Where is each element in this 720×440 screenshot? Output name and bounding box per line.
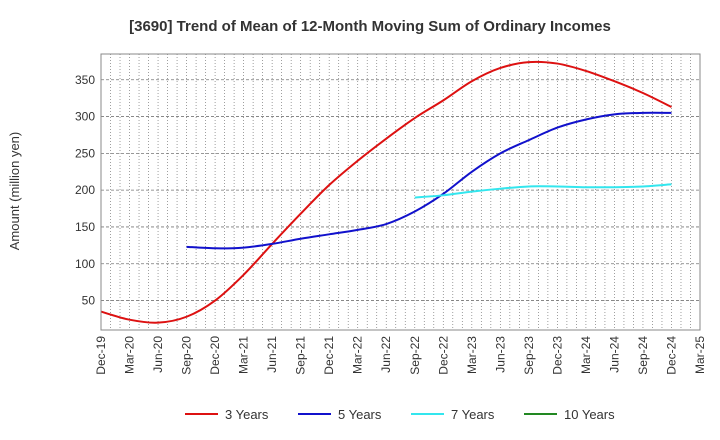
x-tick-label: Jun-21: [265, 336, 279, 373]
legend-label: 10 Years: [564, 407, 615, 422]
legend-label: 7 Years: [451, 407, 495, 422]
x-axis-ticks: Dec-19 Mar-20 Jun-20 Sep-20 Dec-20 Mar-21 Jun-…: [94, 336, 707, 375]
x-tick-label: Mar-21: [237, 336, 251, 374]
legend: 3 Years 5 Years 7 Years 10 Years: [185, 407, 615, 422]
y-tick-label: 150: [75, 220, 95, 234]
legend-label: 5 Years: [338, 407, 382, 422]
x-tick-label: Mar-22: [351, 336, 365, 374]
plot-area: [100, 53, 701, 331]
x-tick-label: Jun-22: [379, 336, 393, 373]
x-tick-label: Dec-19: [94, 336, 108, 375]
x-tick-label: Jun-23: [493, 336, 507, 373]
y-tick-label: 300: [75, 110, 95, 124]
x-tick-label: Dec-23: [550, 336, 564, 375]
x-tick-label: Mar-20: [123, 336, 137, 374]
y-tick-label: 350: [75, 73, 95, 87]
x-tick-label: Sep-20: [180, 336, 194, 375]
y-tick-label: 250: [75, 146, 95, 160]
x-tick-label: Sep-23: [522, 336, 536, 375]
x-tick-label: Mar-23: [465, 336, 479, 374]
x-tick-label: Dec-21: [322, 336, 336, 375]
y-axis-label: Amount (million yen): [7, 132, 22, 251]
series-line-5-years: [186, 111, 672, 250]
x-tick-label: Jun-24: [607, 336, 621, 373]
y-tick-label: 50: [82, 294, 96, 308]
x-tick-label: Mar-24: [579, 336, 593, 374]
series-lines: [100, 60, 672, 324]
x-tick-label: Sep-24: [636, 336, 650, 375]
x-tick-label: Mar-25: [693, 336, 707, 374]
series-line-7-years: [414, 183, 672, 199]
x-tick-label: Sep-21: [294, 336, 308, 375]
x-tick-label: Dec-20: [208, 336, 222, 375]
x-tick-label: Jun-20: [151, 336, 165, 373]
grid-lines: [101, 54, 700, 330]
x-tick-label: Dec-24: [664, 336, 678, 375]
y-axis-ticks: 50 100 150 200 250 300 350: [75, 73, 95, 308]
series-line-3-years: [100, 60, 672, 324]
x-tick-label: Dec-22: [436, 336, 450, 375]
legend-label: 3 Years: [225, 407, 269, 422]
chart-title: [3690] Trend of Mean of 12-Month Moving …: [129, 18, 611, 35]
y-tick-label: 100: [75, 257, 95, 271]
y-tick-label: 200: [75, 183, 95, 197]
x-tick-label: Sep-22: [408, 336, 422, 375]
